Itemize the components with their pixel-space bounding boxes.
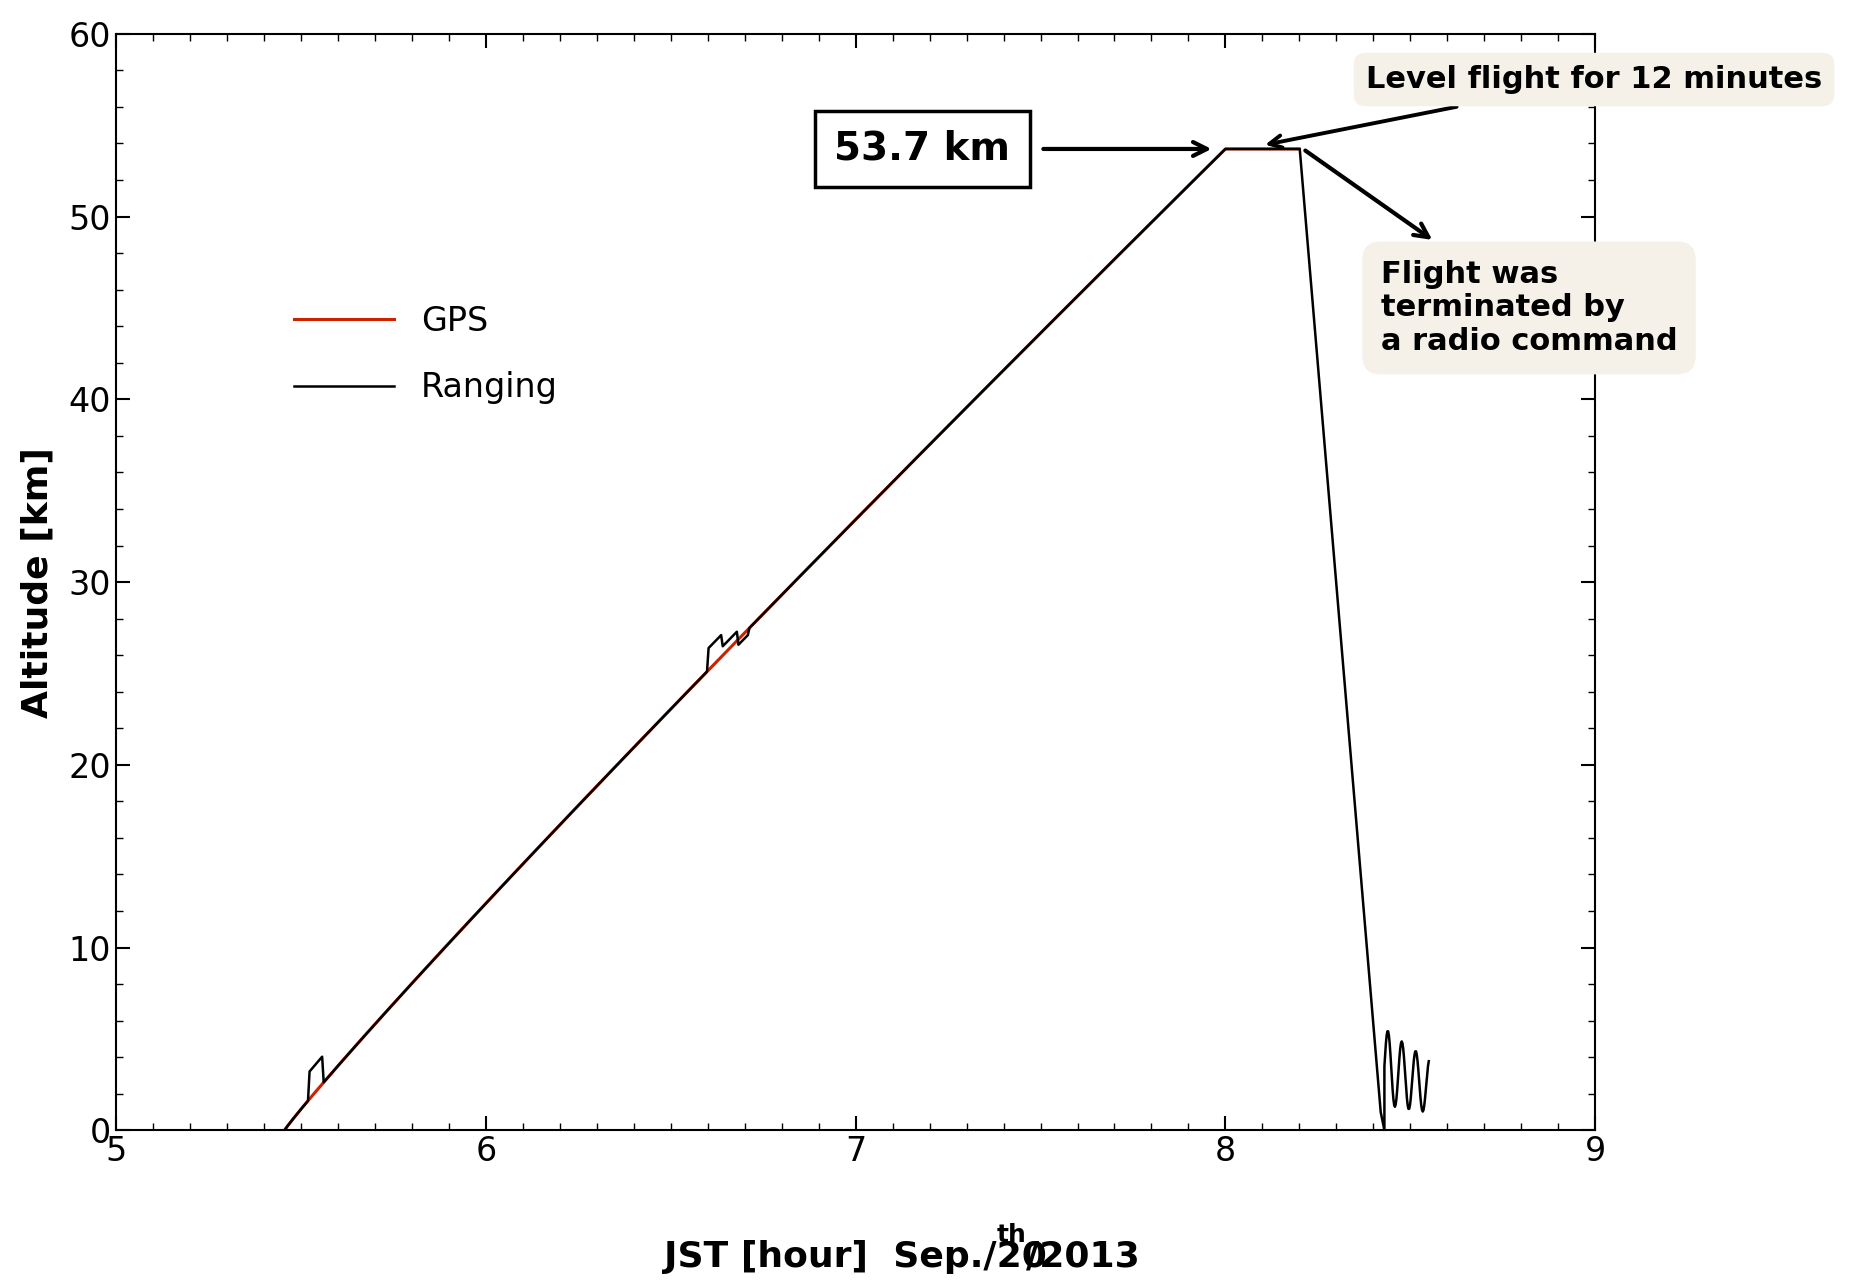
GPS: [401, 975, 424, 990]
GPS: [1088, 266, 1110, 281]
Ranging: [1214, 141, 1236, 157]
GPS: [1006, 348, 1029, 363]
Text: JST [hour]  Sep./20: JST [hour] Sep./20: [664, 1240, 1047, 1274]
Ranging: [740, 619, 762, 634]
Text: Level flight for 12 minutes: Level flight for 12 minutes: [1269, 65, 1822, 148]
Ranging: [1030, 325, 1053, 340]
GPS: [1214, 141, 1236, 157]
GPS: [1273, 141, 1295, 157]
Ranging: [1417, 1054, 1439, 1070]
GPS: [524, 845, 546, 860]
GPS: [1288, 141, 1310, 157]
Line: Ranging: Ranging: [285, 149, 1428, 1130]
Ranging: [274, 1122, 296, 1138]
Y-axis label: Altitude [km]: Altitude [km]: [20, 447, 56, 718]
Text: 53.7 km: 53.7 km: [834, 130, 1010, 168]
Ranging: [956, 398, 979, 413]
Ranging: [437, 936, 459, 951]
Line: GPS: GPS: [285, 149, 1299, 1130]
Text: Flight was
terminated by
a radio command: Flight was terminated by a radio command: [1306, 150, 1678, 356]
Legend: GPS, Ranging: GPS, Ranging: [281, 291, 572, 417]
GPS: [274, 1122, 296, 1138]
Ranging: [999, 356, 1021, 371]
Ranging: [723, 628, 746, 643]
GPS: [862, 493, 884, 508]
Text: th: th: [995, 1224, 1027, 1248]
Text: /2013: /2013: [1025, 1240, 1140, 1274]
